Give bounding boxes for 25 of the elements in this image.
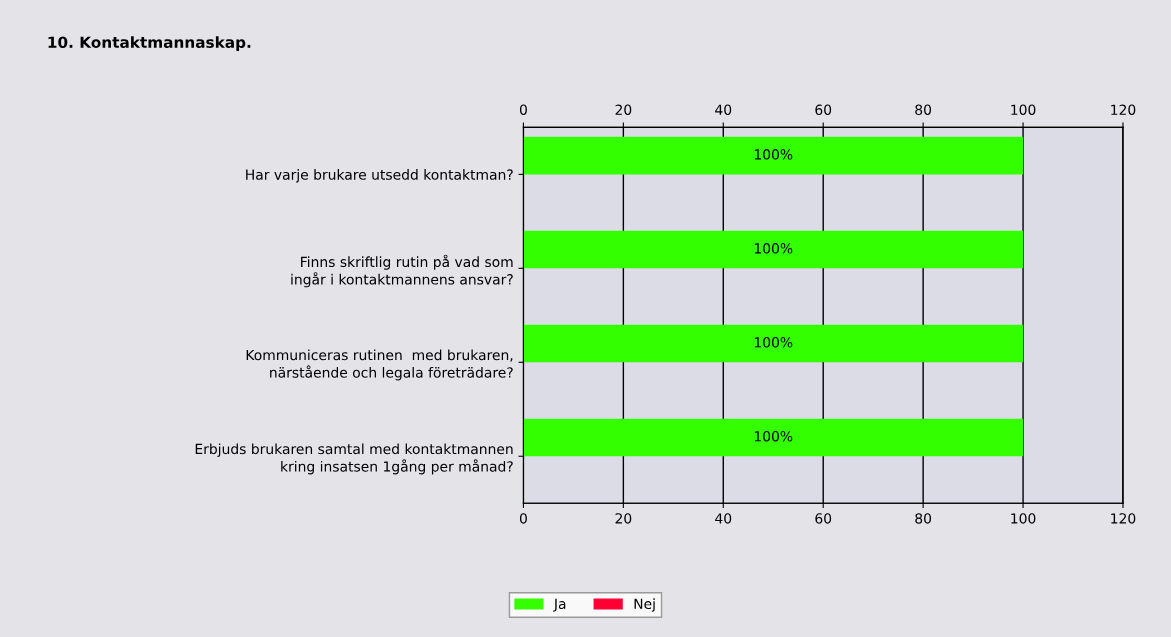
legend-label: Nej — [634, 598, 655, 612]
x-tick-label: 120 — [1111, 513, 1136, 524]
data-label: 100% — [754, 243, 793, 254]
text: 10. Kontaktmannaskap. — [48, 36, 251, 51]
y-tick-label: Finns skriftlig rutin på vad som ingår i kontaktmannens ansvar? — [291, 254, 513, 288]
x2-tick-label: 80 — [915, 104, 932, 115]
x2-tick-label: 40 — [715, 104, 732, 115]
x-tick-label: 40 — [715, 513, 732, 524]
x-tick-label: 0 — [519, 513, 527, 524]
data-label: 100% — [754, 337, 793, 348]
y-tick-label: Har varje brukare utsedd kontaktman? — [246, 169, 513, 183]
data-label: 100% — [754, 149, 793, 160]
x-tick-label: 80 — [915, 513, 932, 524]
x2-tick-label: 120 — [1111, 104, 1136, 115]
y-tick-label: Kommuniceras rutinen med brukaren, närstående och legala företrädare? — [246, 349, 513, 381]
x2-tick-label: 0 — [519, 104, 527, 115]
x2-tick-label: 20 — [615, 104, 632, 115]
x-tick-label: 20 — [615, 513, 632, 524]
y-tick-label: Erbjuds brukaren samtal med kontaktmannen kring insatsen 1gång per månad? — [195, 443, 513, 475]
x-tick-label: 60 — [815, 513, 832, 524]
x-tick-label: 100 — [1011, 513, 1036, 524]
x2-tick-label: 60 — [815, 104, 832, 115]
data-label: 100% — [754, 430, 793, 442]
legend-label: Ja — [553, 598, 566, 612]
x2-tick-label: 100 — [1011, 104, 1036, 115]
